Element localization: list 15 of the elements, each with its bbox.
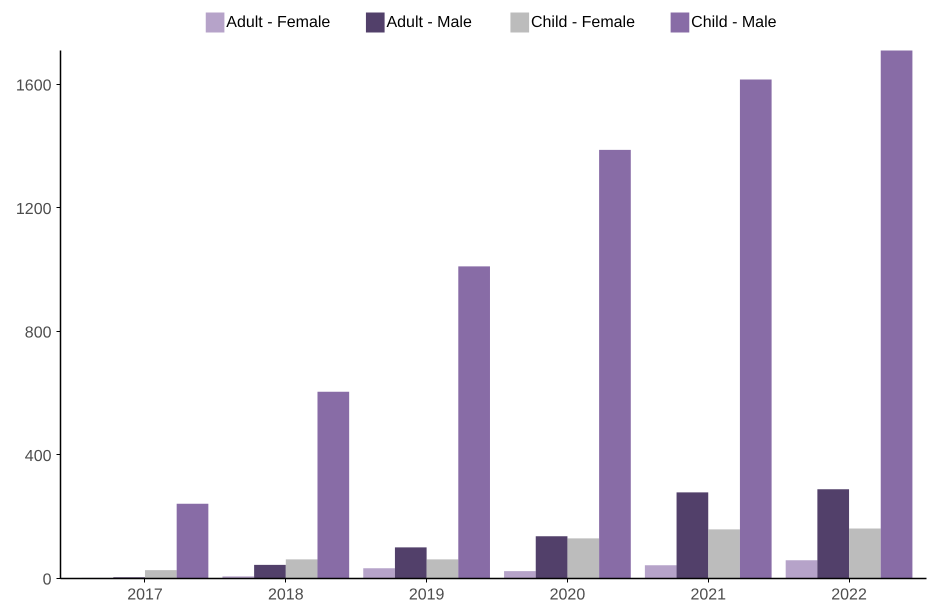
x-tick-label: 2021 <box>690 586 726 604</box>
y-tick-label: 0 <box>42 572 52 588</box>
x-tick-label: 2017 <box>127 586 163 604</box>
legend-label: Child - Female <box>530 14 636 31</box>
legend-label: Child - Male <box>691 14 777 31</box>
x-tick-label: 2022 <box>831 586 867 604</box>
x-tick-label: 2019 <box>408 586 445 604</box>
x-tick-label: 2018 <box>268 586 304 604</box>
y-tick-label: 1200 <box>16 200 52 218</box>
y-tick-label: 400 <box>24 448 52 465</box>
legend-label: Adult - Male <box>386 14 472 31</box>
x-tick-label: 2020 <box>550 586 586 604</box>
y-tick-label: 1600 <box>16 77 52 94</box>
legend-label: Adult - Female <box>226 14 330 31</box>
y-tick-label: 800 <box>24 324 52 342</box>
